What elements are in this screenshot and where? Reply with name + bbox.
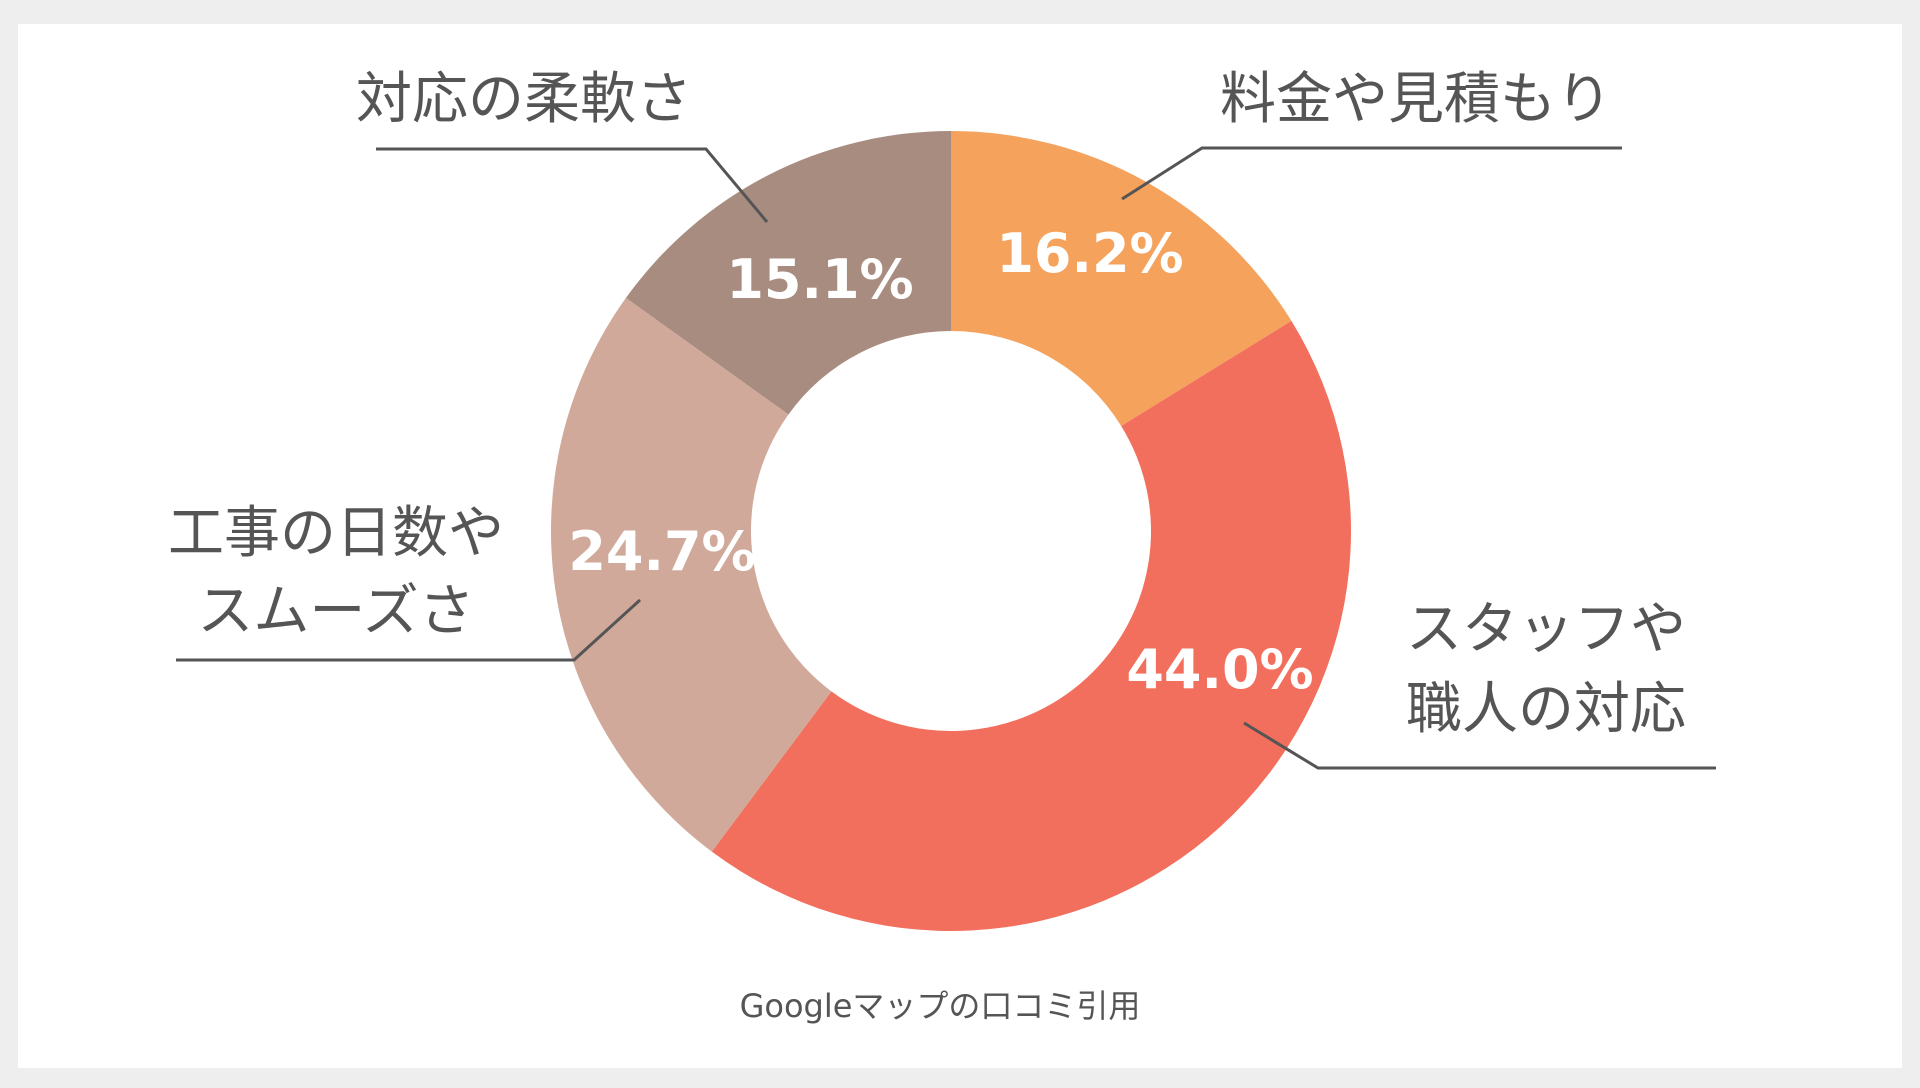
source-note: Googleマップの口コミ引用 <box>740 987 1141 1025</box>
slice-fee <box>951 131 1292 426</box>
leader-line-flexibility <box>376 147 769 223</box>
leader-line-schedule <box>176 598 642 662</box>
slice-staff <box>711 320 1351 931</box>
category-label-fee: 料金や見積もり <box>1220 67 1612 132</box>
value-label-flexibility: 15.1% <box>726 248 913 311</box>
leader-lines <box>176 146 1716 770</box>
value-label-staff: 44.0% <box>1126 638 1313 701</box>
value-label-fee: 16.2% <box>996 222 1183 285</box>
value-label-schedule: 24.7% <box>568 520 755 583</box>
category-label-flexibility: 対応の柔軟さ <box>356 67 692 132</box>
category-label-staff-line1: スタッフや <box>1406 597 1686 662</box>
slice-schedule <box>551 297 832 852</box>
leader-line-fee <box>1121 146 1622 201</box>
category-label-schedule-line1: 工事の日数や <box>168 501 504 566</box>
donut-slices <box>551 131 1351 931</box>
category-label-schedule-line2: スムーズさ <box>197 579 474 644</box>
slice-flexibility <box>625 131 951 415</box>
leader-line-staff <box>1243 721 1716 770</box>
category-label-staff-line2: 職人の対応 <box>1406 677 1686 742</box>
